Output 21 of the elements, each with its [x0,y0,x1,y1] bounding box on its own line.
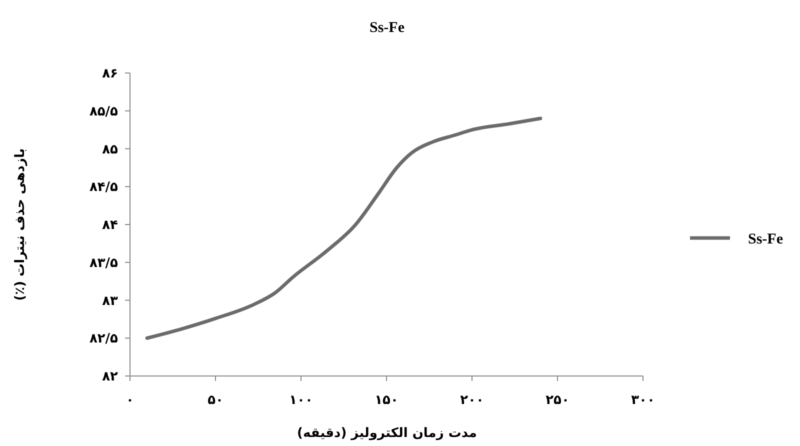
x-tick-label: ۰ [126,393,134,408]
line-series [145,116,542,340]
x-tick-label: ۵۰ [208,393,224,408]
legend-label: Ss-Fe [748,231,784,248]
y-tick-label: ۸۶ [102,66,118,82]
y-tick-label: ۸۲ [102,370,118,385]
x-tick-label: ۲۰۰ [460,393,484,408]
x-tick-label: ۱۰۰ [289,393,313,408]
y-tick-label: ۸۳ [102,294,118,309]
y-tick-label: ۸۳/۵ [89,256,118,271]
x-axis-title: مدت زمان الکترولیز (دقیقه) [297,426,477,441]
y-axis-title: بازدهی حذف نیترات (٪) [13,148,28,301]
x-tick-label: ۱۵۰ [374,393,398,408]
y-tick-label: ۸۴ [102,218,118,234]
y-tick-label: ۸۴/۵ [89,180,118,196]
x-tick-label: ۳۰۰ [631,393,655,408]
chart-title: Ss-Fe [370,20,405,36]
x-tick-label: ۲۵۰ [546,393,570,408]
y-tick-label: ۸۵ [102,142,118,158]
y-tick-label: ۸۵/۵ [89,104,118,120]
y-tick-label: ۸۲/۵ [89,332,118,347]
